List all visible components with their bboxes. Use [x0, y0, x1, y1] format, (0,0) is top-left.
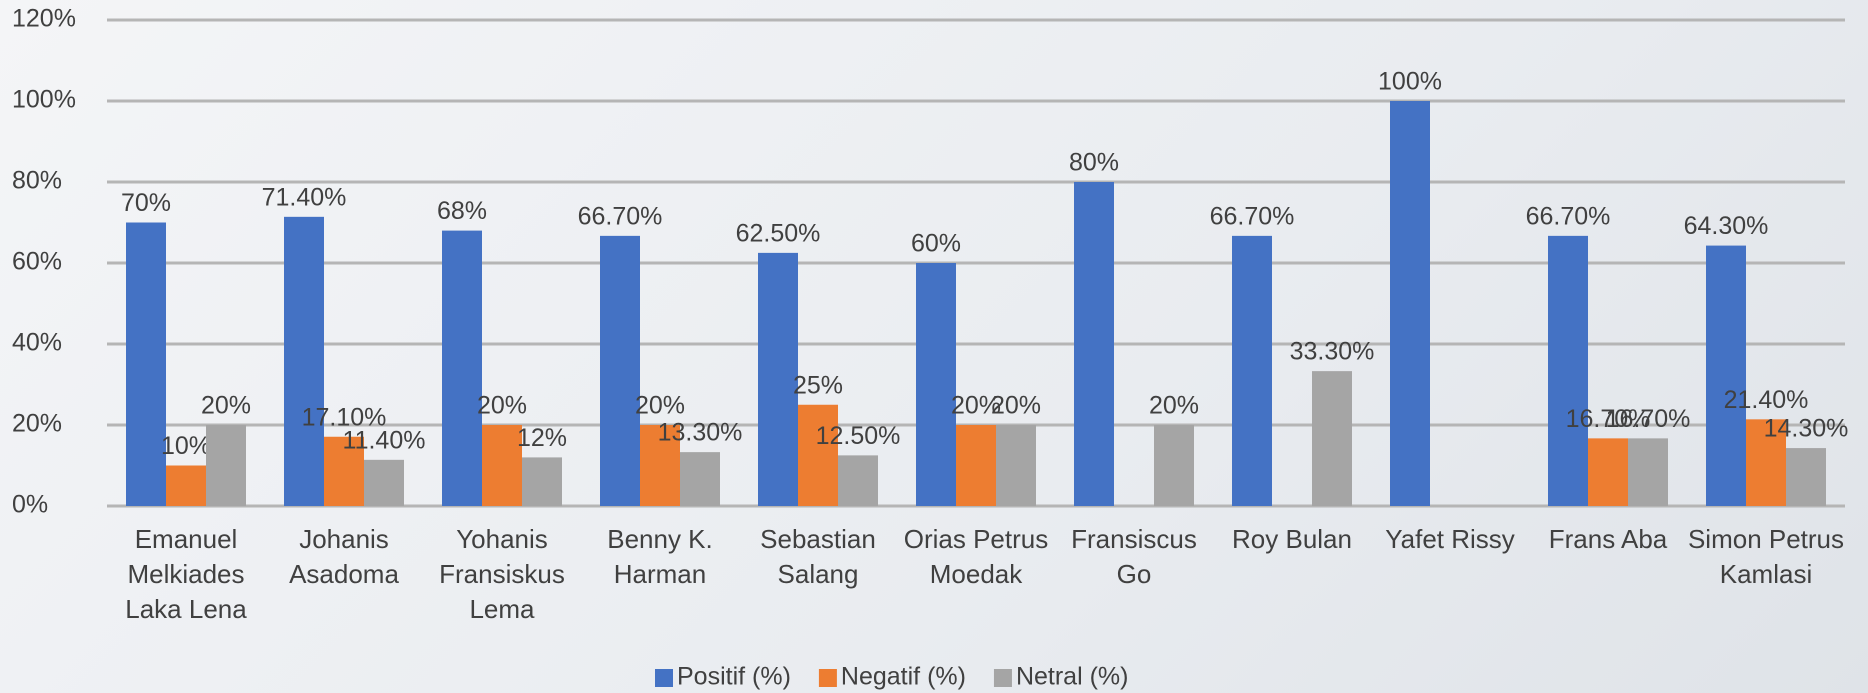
data-label: 20% [991, 392, 1041, 420]
bar [442, 230, 482, 506]
y-tick-label: 60% [12, 248, 62, 276]
legend-label: Negatif (%) [841, 663, 966, 691]
data-label: 70% [121, 189, 171, 217]
y-tick-label: 80% [12, 167, 62, 195]
legend-label: Positif (%) [677, 663, 791, 691]
x-tick-label: Simon Petrus Kamlasi [1687, 524, 1845, 589]
x-tick-label: Johanis Asadoma [289, 524, 399, 589]
data-label: 13.30% [658, 419, 743, 447]
x-tick-label: Fransiscus Go [1071, 524, 1197, 589]
data-label: 16.70% [1606, 405, 1691, 433]
data-label: 60% [911, 230, 961, 258]
data-label: 20% [1149, 392, 1199, 420]
data-label: 17.10% [302, 403, 387, 431]
legend-swatch [655, 669, 673, 687]
y-tick-label: 100% [12, 86, 76, 114]
y-tick-label: 0% [12, 491, 48, 519]
legend-swatch [818, 669, 837, 687]
bar [680, 452, 720, 506]
data-label: 68% [437, 197, 487, 225]
x-tick-label: Frans Aba [1548, 524, 1668, 554]
data-label: 20% [477, 392, 527, 420]
data-label: 16.70% [1566, 405, 1651, 433]
data-label: 12.50% [816, 422, 901, 450]
x-tick-label: Sebastian Salang [760, 524, 876, 589]
bar [206, 425, 246, 506]
x-tick-label: Orias Petrus Moedak [903, 524, 1049, 589]
legend-swatch [993, 669, 1012, 687]
bar [758, 252, 798, 506]
x-tick-label: Yafet Rissy [1385, 524, 1515, 554]
data-label: 10% [161, 432, 211, 460]
y-tick-label: 20% [12, 410, 62, 438]
data-label: 20% [951, 392, 1001, 420]
bar [522, 457, 562, 506]
bar [640, 425, 680, 506]
bar [1706, 245, 1746, 506]
data-label: 21.40% [1724, 386, 1809, 414]
bar [126, 222, 166, 506]
data-label: 14.30% [1764, 415, 1849, 443]
bar [1232, 235, 1272, 507]
bar [916, 263, 956, 506]
data-label: 12% [517, 424, 567, 452]
data-label: 25% [793, 371, 843, 399]
bar [284, 216, 324, 506]
x-tick-label: Benny K. Harman [607, 524, 713, 589]
data-label: 66.70% [1210, 202, 1295, 230]
data-label: 33.30% [1290, 338, 1375, 366]
bar [1548, 235, 1588, 507]
data-label: 20% [201, 392, 251, 420]
bar [364, 459, 404, 506]
bar [324, 436, 364, 506]
x-tick-label: Yohanis Fransiskus Lema [439, 524, 565, 624]
bar [1746, 419, 1786, 506]
data-label: 66.70% [1526, 202, 1611, 230]
bar [1390, 101, 1430, 506]
legend-label: Netral (%) [1016, 663, 1129, 691]
y-tick-label: 120% [12, 5, 76, 33]
data-label: 62.50% [736, 219, 821, 247]
bar [1628, 438, 1668, 506]
bar [482, 425, 522, 506]
y-tick-label: 40% [12, 329, 62, 357]
data-label: 11.40% [343, 426, 426, 454]
bar [1154, 425, 1194, 506]
bar [1312, 371, 1352, 506]
bar [798, 404, 838, 506]
data-label: 80% [1069, 149, 1119, 177]
data-label: 66.70% [578, 202, 663, 230]
x-tick-label: Roy Bulan [1232, 524, 1352, 554]
data-label: 64.30% [1684, 212, 1769, 240]
bar [996, 425, 1036, 506]
data-label: 71.40% [262, 183, 347, 211]
bar [1588, 438, 1628, 506]
bar [1786, 448, 1826, 506]
data-label: 100% [1378, 68, 1442, 96]
bar [1074, 182, 1114, 506]
x-tick-label: Emanuel Melkiades Laka Lena [125, 524, 247, 624]
bar [600, 235, 640, 507]
bar [166, 465, 206, 506]
bar [838, 455, 878, 506]
bar [956, 425, 996, 506]
data-label: 20% [635, 392, 685, 420]
